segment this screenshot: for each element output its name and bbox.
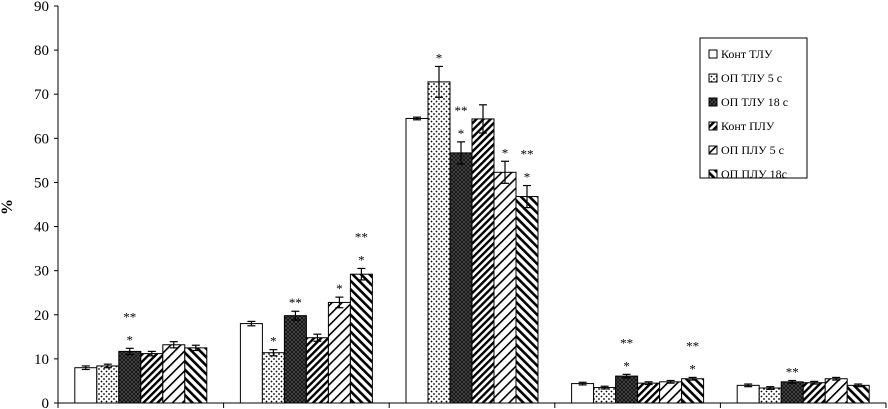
- bar: [140, 353, 164, 404]
- y-tick-label: 40: [34, 220, 49, 236]
- y-tick-label: 10: [34, 352, 49, 368]
- legend-swatch: [708, 97, 718, 107]
- significance-mark: **: [786, 365, 799, 380]
- bar: [327, 301, 351, 404]
- bar: [261, 352, 285, 404]
- significance-mark: *: [502, 145, 509, 160]
- legend-label: ОП ТЛУ 18 с: [721, 95, 788, 109]
- significance-mark: *: [270, 334, 277, 349]
- y-tick-label: 80: [34, 43, 49, 59]
- bar: [846, 384, 870, 404]
- significance-mark: **: [686, 338, 699, 353]
- legend-label: ОП ПЛУ 18с: [721, 167, 787, 181]
- legend-swatch: [708, 73, 718, 83]
- bar: [802, 382, 826, 404]
- legend-label: Конт ТЛУ: [721, 47, 773, 61]
- legend-label: ОП ТЛУ 5 с: [721, 71, 782, 85]
- y-tick-label: 20: [34, 308, 49, 324]
- bar: [593, 387, 617, 404]
- bar: [758, 387, 782, 404]
- legend-swatch: [708, 145, 718, 155]
- legend-label: ОП ПЛУ 5 с: [721, 143, 784, 157]
- significance-mark: *: [127, 332, 134, 347]
- legend: Конт ТЛУ ОП ТЛУ 5 с ОП ТЛУ 18 с Конт ПЛУ ОП …: [699, 37, 808, 181]
- bar: [471, 118, 495, 404]
- significance-mark: *: [623, 358, 630, 373]
- legend-label: Конт ПЛУ: [721, 119, 775, 133]
- y-tick-label: 90: [34, 0, 49, 15]
- bar: [493, 171, 517, 404]
- axes-layer: 0 10 20 30 40 50 60 70 80 90: [34, 0, 887, 409]
- y-tick-label: 30: [34, 264, 49, 280]
- bar: [780, 381, 804, 404]
- legend-box: [699, 37, 808, 179]
- significance-mark: *: [358, 252, 365, 267]
- bar: [239, 323, 263, 404]
- y-tick-label: 0: [42, 396, 50, 409]
- y-tick-label: 60: [34, 131, 49, 147]
- legend-swatch: [708, 49, 718, 59]
- significance-mark: *: [436, 50, 443, 65]
- bar: [405, 117, 429, 404]
- y-tick-label: 50: [34, 175, 49, 191]
- significance-mark: **: [123, 309, 136, 324]
- bar: [305, 337, 329, 404]
- significance-mark: **: [355, 229, 368, 244]
- bar: [349, 273, 373, 404]
- significance-mark: **: [289, 295, 302, 310]
- bar: [736, 384, 760, 404]
- bar: [162, 344, 186, 404]
- bar: [515, 196, 539, 404]
- bar: [637, 382, 661, 404]
- bar: [615, 375, 639, 404]
- legend-swatch: [708, 121, 718, 131]
- legend-swatch: [708, 169, 718, 179]
- significance-mark: *: [524, 170, 531, 185]
- bar: [824, 378, 848, 404]
- significance-mark: *: [458, 126, 465, 141]
- y-axis-label: %: [0, 199, 16, 215]
- significance-mark: **: [620, 335, 633, 350]
- bar: [184, 347, 208, 404]
- bar: [571, 383, 595, 404]
- significance-mark: *: [689, 361, 696, 376]
- bar: [449, 152, 473, 404]
- bar: [427, 81, 451, 404]
- y-tick-label: 70: [34, 87, 49, 103]
- significance-mark: **: [521, 147, 534, 162]
- bar: [681, 378, 705, 404]
- bar: [659, 381, 683, 404]
- significance-mark: *: [336, 281, 343, 296]
- bars-layer: **************************: [74, 50, 870, 404]
- bar: [283, 315, 307, 404]
- bar: [118, 350, 142, 404]
- bar: [74, 367, 98, 404]
- bar: [96, 365, 120, 404]
- significance-mark: **: [455, 103, 468, 118]
